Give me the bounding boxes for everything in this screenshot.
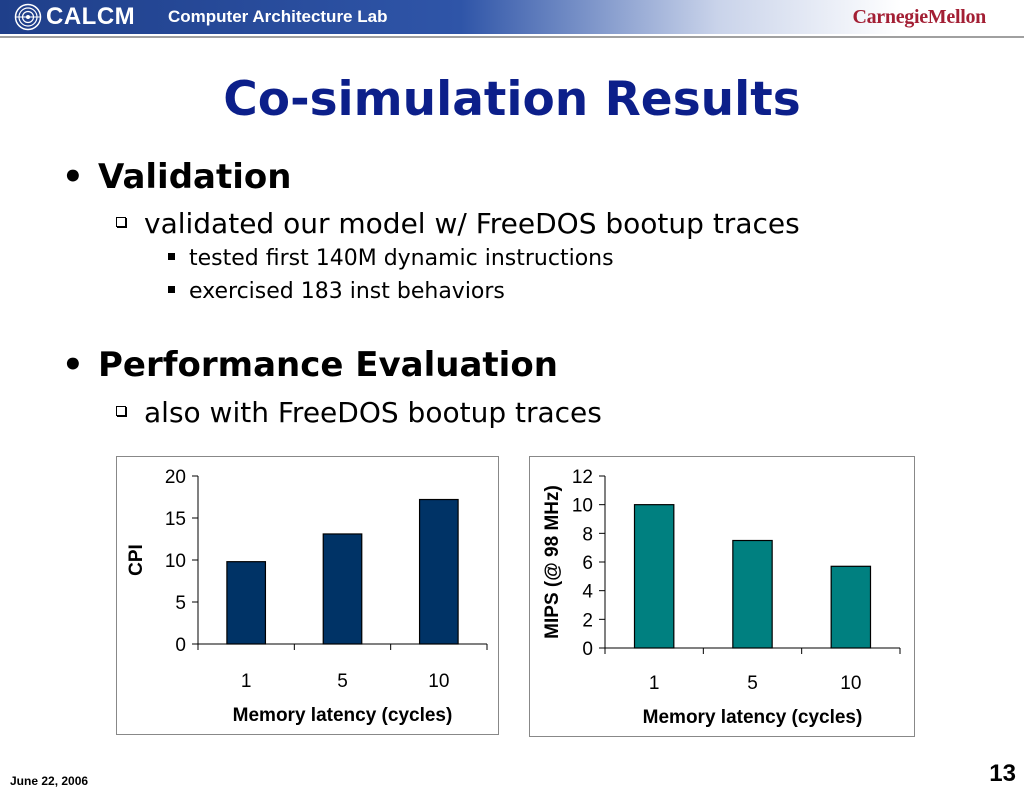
mips-chart-x-tick-label: 10 (840, 673, 861, 694)
cpi-chart-y-tick-label: 10 (165, 551, 186, 572)
cpi-chart-x-axis-label: Memory latency (cycles) (233, 705, 453, 726)
mips-chart-y-tick-label: 12 (572, 467, 593, 488)
calcm-logo-icon (14, 3, 42, 31)
sub-bullet-validated: validated our model w/ FreeDOS bootup tr… (116, 207, 800, 240)
calcm-logo: CALCM (14, 3, 135, 31)
sub-bullet-also: also with FreeDOS bootup traces (116, 396, 602, 429)
square-bullet-icon (168, 253, 175, 260)
cpi-chart-y-tick-label: 20 (165, 467, 186, 488)
subsub-bullet-exercised: exercised 183 inst behaviors (168, 279, 505, 304)
cpi-chart-x-tick-label: 10 (428, 671, 449, 692)
bullet-text: Performance Evaluation (98, 345, 558, 385)
sub-bullet-text: validated our model w/ FreeDOS bootup tr… (144, 207, 800, 240)
mips-chart-x-tick-label: 5 (747, 673, 758, 694)
mips-chart: 0 2 4 6 8 10 12 1 5 10 Memory latency (cycles) MIPS… (529, 456, 915, 737)
sub-bullet-text: also with FreeDOS bootup traces (144, 396, 602, 429)
cpi-chart-y-tick-label: 5 (175, 593, 186, 614)
bullet-dot-icon: • (62, 345, 84, 385)
cpi-chart: 0 5 10 15 20 1 5 10 Memory latency (cycles) CPI (116, 456, 499, 735)
subsub-bullet-text: tested first 140M dynamic instructions (189, 246, 614, 271)
lab-name: Computer Architecture Lab (168, 7, 388, 26)
subsub-bullet-tested: tested first 140M dynamic instructions (168, 246, 614, 271)
bullet-validation: • Validation (62, 157, 291, 197)
mips-chart-svg: 0 2 4 6 8 10 12 1 5 10 Memory latency (cycles) MIPS… (542, 467, 901, 728)
university-logo-text: CarnegieMellon (852, 6, 986, 28)
page-number: 13 (989, 760, 1016, 787)
bullet-dot-icon: • (62, 157, 84, 197)
checkbox-bullet-icon (116, 406, 126, 416)
checkbox-bullet-icon (116, 217, 126, 227)
cpi-chart-bar (322, 533, 363, 645)
mips-chart-bar (633, 504, 675, 649)
cpi-chart-bar (418, 498, 459, 645)
cpi-chart-x-tick-label: 5 (337, 671, 348, 692)
bullet-text: Validation (98, 157, 292, 197)
bullet-performance: • Performance Evaluation (62, 345, 558, 385)
slide-header: CALCM Computer Architecture Lab Carnegie… (0, 0, 1024, 38)
mips-chart-y-tick-label: 4 (582, 582, 593, 603)
cpi-chart-x-tick-label: 1 (241, 671, 252, 692)
mips-chart-y-tick-label: 2 (582, 610, 593, 631)
mips-chart-y-axis-label: MIPS (@ 98 MHz) (542, 485, 563, 639)
mips-chart-y-tick-label: 6 (582, 553, 593, 574)
calcm-logo-text: CALCM (46, 3, 136, 30)
mips-chart-x-axis-label: Memory latency (cycles) (643, 707, 863, 728)
cpi-chart-y-axis-label: CPI (126, 544, 147, 576)
header-band (0, 0, 1024, 34)
mips-chart-x-tick-label: 1 (649, 673, 660, 694)
subsub-bullet-text: exercised 183 inst behaviors (189, 279, 505, 304)
mips-chart-y-tick-label: 0 (582, 639, 593, 660)
square-bullet-icon (168, 286, 175, 293)
cpi-chart-bar (226, 561, 267, 645)
cpi-chart-y-tick-label: 15 (165, 509, 186, 530)
mips-chart-y-tick-label: 8 (582, 524, 593, 545)
slide-title: Co-simulation Results (223, 72, 801, 127)
mips-chart-y-tick-label: 10 (572, 496, 593, 517)
mips-chart-bar (732, 539, 773, 649)
cpi-chart-y-tick-label: 0 (175, 635, 186, 656)
footer-date: June 22, 2006 (10, 774, 89, 788)
mips-chart-bar (830, 565, 872, 649)
